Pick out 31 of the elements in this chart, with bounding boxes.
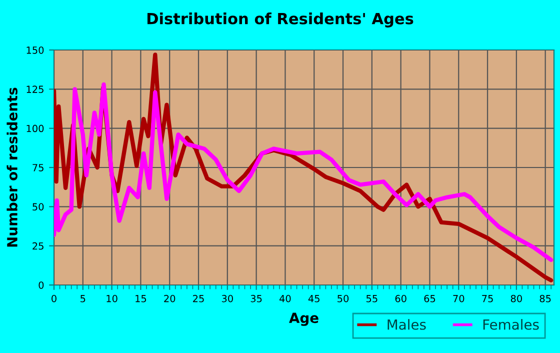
y-tick-label: 100 bbox=[26, 124, 44, 132]
x-tick-label: 5 bbox=[80, 295, 86, 302]
y-tick-label: 0 bbox=[38, 281, 44, 289]
chart-title: Distribution of Residents' Ages bbox=[147, 12, 414, 28]
x-tick-label: 75 bbox=[482, 295, 493, 302]
y-tick-label: 150 bbox=[26, 46, 44, 54]
x-tick-label: 55 bbox=[366, 295, 378, 302]
x-tick-label: 60 bbox=[395, 294, 406, 302]
x-tick-label: 0 bbox=[52, 294, 56, 302]
y-tick-label: 25 bbox=[32, 242, 44, 250]
legend-label: Females bbox=[483, 319, 539, 330]
x-tick-label: 35 bbox=[250, 294, 262, 302]
x-tick-label: 40 bbox=[280, 294, 291, 302]
y-tick-label: 50 bbox=[32, 203, 44, 210]
x-tick-label: 15 bbox=[136, 295, 146, 302]
y-axis-title: Number of residents bbox=[6, 88, 18, 247]
y-tick-label: 75 bbox=[32, 164, 44, 172]
x-tick-label: 70 bbox=[453, 294, 464, 302]
x-tick-label: 50 bbox=[338, 294, 349, 302]
line-series bbox=[54, 82, 554, 262]
x-tick-label: 10 bbox=[106, 294, 118, 302]
x-tick-label: 80 bbox=[510, 294, 522, 302]
x-axis-title: Age bbox=[289, 312, 318, 326]
legend-label: Males bbox=[388, 319, 426, 330]
x-tick-label: 45 bbox=[308, 295, 320, 302]
x-tick-label: 85 bbox=[540, 294, 551, 302]
x-tick-label: 65 bbox=[424, 294, 436, 302]
x-tick-label: 25 bbox=[193, 294, 204, 302]
x-tick-label: 30 bbox=[222, 294, 233, 302]
y-tick-label: 125 bbox=[26, 86, 44, 93]
x-tick-label: 20 bbox=[164, 294, 176, 302]
